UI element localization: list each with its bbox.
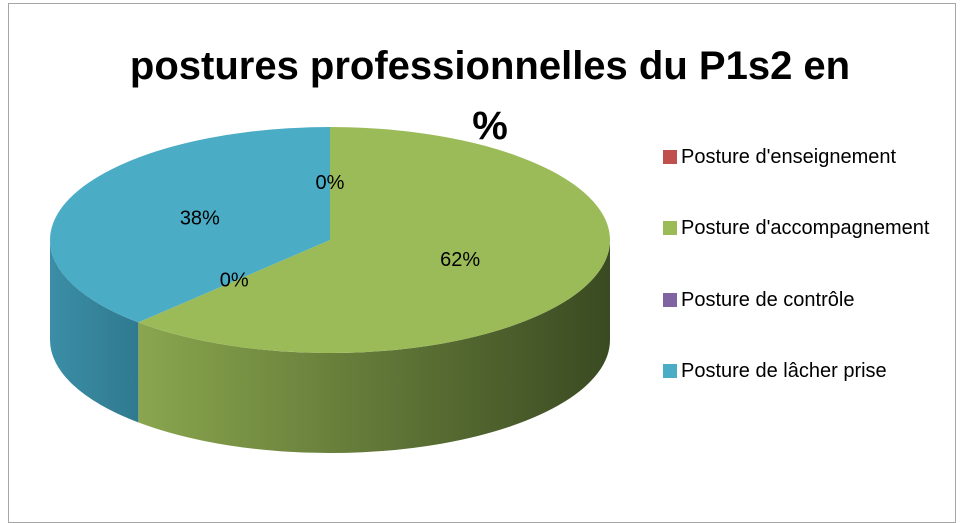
slice-side	[138, 240, 610, 453]
legend-swatch	[663, 363, 677, 378]
slice-side	[50, 240, 139, 423]
legend-item: Posture de contrôle	[663, 284, 948, 316]
data-label: 0%	[220, 269, 249, 291]
slice	[138, 127, 611, 353]
legend-item: Posture de lâcher prise	[663, 355, 948, 387]
legend-label: Posture de lâcher prise	[681, 359, 887, 382]
legend-swatch	[663, 221, 677, 236]
legend: Posture d'enseignement Posture d'accompag…	[663, 141, 948, 387]
legend-item: Posture d'enseignement	[663, 141, 948, 173]
slice	[50, 126, 330, 323]
legend-swatch	[663, 150, 677, 164]
slice	[138, 240, 330, 323]
legend-label: Posture d'accompagnement	[681, 217, 930, 240]
data-label: 62%	[440, 249, 480, 271]
legend-label: Posture de contrôle	[681, 288, 855, 311]
legend-label: Posture d'enseignement	[681, 146, 897, 168]
chart-title: postures professionnelles du P1s2 en %	[129, 44, 851, 148]
data-label: 38%	[180, 207, 220, 229]
legend-item: Posture d'accompagnement	[663, 212, 948, 244]
legend-swatch	[663, 292, 677, 307]
data-label: 0%	[316, 172, 345, 194]
